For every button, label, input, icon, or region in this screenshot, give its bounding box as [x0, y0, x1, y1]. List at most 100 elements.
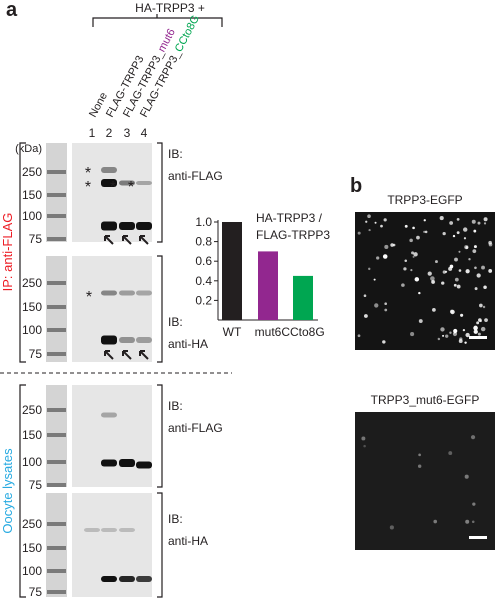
- spot: [442, 270, 447, 274]
- spot: [445, 334, 449, 338]
- spot: [389, 525, 394, 530]
- spot: [456, 231, 460, 235]
- ladder-band: [47, 328, 66, 332]
- spot: [361, 436, 366, 441]
- lane-labels: None FLAG-TRPP3 FLAG-TRPP3_mut6 FLAG-TRP…: [87, 13, 202, 119]
- ladder-band: [47, 522, 66, 526]
- spot: [410, 332, 415, 337]
- marker-label: 75: [29, 478, 43, 492]
- group-label: Oocyte lysates: [0, 448, 15, 534]
- ib-label: IB:: [168, 512, 183, 526]
- spot: [437, 337, 441, 341]
- blot-bracket: [157, 492, 163, 598]
- band: [136, 461, 152, 469]
- ladder-band: [47, 237, 66, 241]
- spot: [463, 227, 468, 232]
- x-tick-label: mut6: [255, 325, 282, 339]
- spot: [488, 269, 493, 273]
- blot: [72, 256, 152, 362]
- ladder-band: [47, 569, 66, 573]
- asterisk: *: [85, 179, 91, 196]
- spot: [423, 230, 426, 233]
- spot: [449, 264, 454, 269]
- kda-unit: (kDa): [15, 143, 42, 155]
- lane-number: 3: [124, 126, 131, 140]
- marker-label: 100: [22, 323, 42, 337]
- spot: [404, 224, 408, 228]
- spot: [368, 267, 371, 271]
- ladder-band: [47, 305, 66, 309]
- ladder-lane: [46, 493, 67, 597]
- spot: [488, 240, 492, 245]
- spot: [473, 245, 477, 249]
- y-tick-label: 0.4: [195, 274, 212, 288]
- arrow: [139, 350, 149, 360]
- spot: [440, 327, 445, 332]
- spot: [456, 284, 461, 289]
- y-tick-label: 0.2: [195, 293, 212, 307]
- spot: [439, 216, 444, 221]
- ladder-band: [47, 460, 66, 464]
- marker-label: 100: [22, 564, 42, 578]
- spot: [435, 260, 438, 264]
- spot: [441, 281, 445, 285]
- spot: [470, 435, 476, 440]
- micrograph: [355, 212, 495, 350]
- arrow: [122, 350, 132, 360]
- marker-label: 100: [22, 455, 42, 469]
- spot: [484, 318, 488, 322]
- spot: [374, 303, 379, 308]
- antibody-label: anti-FLAG: [168, 169, 223, 183]
- asterisk: *: [85, 165, 91, 182]
- band: [101, 576, 117, 582]
- spot: [433, 519, 438, 524]
- band: [101, 528, 117, 532]
- spot: [464, 474, 469, 479]
- chart-title: FLAG-TRPP3: [256, 228, 330, 242]
- band: [119, 337, 135, 343]
- spot: [367, 214, 371, 219]
- spot: [404, 259, 408, 263]
- panel-label: a: [6, 0, 18, 21]
- marker-label: 150: [22, 300, 42, 314]
- spot: [479, 303, 483, 308]
- spot: [472, 249, 477, 254]
- band: [101, 335, 117, 345]
- spot: [473, 229, 477, 233]
- marker-label: 250: [22, 165, 42, 179]
- spot: [481, 265, 485, 270]
- ib-label: IB:: [168, 399, 183, 413]
- spot: [442, 334, 445, 337]
- band: [136, 222, 152, 230]
- spot: [465, 269, 470, 274]
- marker-label: 75: [29, 347, 43, 361]
- ladder-band: [47, 483, 66, 487]
- antibody-label: anti-HA: [168, 534, 208, 548]
- x-tick-label: WT: [223, 325, 242, 339]
- spot: [452, 331, 458, 337]
- y-tick-label: 1.0: [195, 215, 212, 229]
- spot: [383, 218, 387, 222]
- spot: [363, 444, 366, 448]
- band: [119, 576, 135, 582]
- spot: [449, 309, 454, 314]
- spot: [476, 273, 481, 278]
- spot: [427, 271, 432, 276]
- bracket: [92, 14, 223, 27]
- band: [119, 528, 135, 532]
- spot: [462, 328, 466, 332]
- spot: [453, 283, 457, 287]
- spot: [452, 234, 456, 238]
- spot: [368, 228, 371, 232]
- spot: [380, 224, 383, 228]
- spot: [373, 278, 376, 281]
- spot: [363, 314, 368, 318]
- spot: [382, 254, 388, 259]
- ib-label: IB:: [168, 147, 183, 161]
- spot: [431, 279, 436, 284]
- spot: [418, 291, 421, 295]
- spot: [482, 305, 486, 309]
- spot: [424, 230, 428, 234]
- spot: [365, 220, 368, 223]
